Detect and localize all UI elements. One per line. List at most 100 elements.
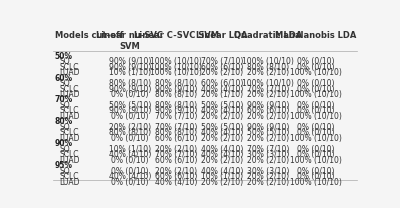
- Text: 100% (10/10): 100% (10/10): [150, 68, 202, 77]
- Text: 60% (6/10): 60% (6/10): [155, 134, 198, 143]
- Text: 100% (10/10): 100% (10/10): [290, 178, 342, 187]
- Text: 0% (0/10): 0% (0/10): [297, 106, 334, 115]
- Text: SQ: SQ: [59, 101, 70, 110]
- Text: 0% (0/10): 0% (0/10): [297, 172, 334, 181]
- Text: 100% (10/10): 100% (10/10): [242, 79, 294, 88]
- Text: 100% (10/10): 100% (10/10): [290, 134, 342, 143]
- Text: 20% (2/10): 20% (2/10): [155, 145, 197, 154]
- Text: 20% (2/10): 20% (2/10): [247, 134, 289, 143]
- Text: Linear LDA: Linear LDA: [196, 31, 248, 40]
- Text: 80% (8/10): 80% (8/10): [155, 101, 197, 110]
- Text: 20% (2/10): 20% (2/10): [201, 134, 243, 143]
- Text: 50% (5/10): 50% (5/10): [109, 101, 151, 110]
- Text: 0% (0/10): 0% (0/10): [111, 178, 148, 187]
- Text: SQ: SQ: [59, 167, 70, 176]
- Text: 20% (2/10): 20% (2/10): [247, 172, 289, 181]
- Text: 70%: 70%: [55, 95, 73, 104]
- Text: 80% (8/10): 80% (8/10): [247, 63, 289, 72]
- Text: SCLC: SCLC: [59, 63, 79, 72]
- Text: 20% (2/10): 20% (2/10): [109, 123, 151, 132]
- Text: 50% (5/10): 50% (5/10): [201, 101, 243, 110]
- Text: 0% (0/10): 0% (0/10): [297, 79, 334, 88]
- Text: 50% (5/10): 50% (5/10): [201, 123, 243, 132]
- Text: LUAD: LUAD: [59, 156, 80, 165]
- Text: SQ: SQ: [59, 79, 70, 88]
- Text: 20% (2/10): 20% (2/10): [247, 178, 289, 187]
- Text: 100% (10/10): 100% (10/10): [150, 57, 202, 66]
- Text: SCLC: SCLC: [59, 106, 79, 115]
- Text: 70% (7/10): 70% (7/10): [155, 150, 198, 159]
- Text: 50%: 50%: [55, 52, 73, 61]
- Text: 0% (0/10): 0% (0/10): [297, 167, 334, 176]
- Text: SCLC: SCLC: [59, 172, 79, 181]
- Text: 0% (0/10): 0% (0/10): [297, 84, 334, 94]
- Text: 60% (6/10): 60% (6/10): [155, 156, 198, 165]
- Text: 40% (4/10): 40% (4/10): [201, 106, 243, 115]
- Text: 100% (10/10): 100% (10/10): [150, 63, 202, 72]
- Text: SCLC: SCLC: [59, 128, 79, 137]
- Text: SQ: SQ: [59, 123, 70, 132]
- Text: 80% (8/10): 80% (8/10): [109, 128, 151, 137]
- Text: 60%: 60%: [55, 74, 73, 83]
- Text: 30% (3/10): 30% (3/10): [246, 150, 289, 159]
- Text: 90% (9/10): 90% (9/10): [246, 123, 289, 132]
- Text: SQ: SQ: [59, 145, 70, 154]
- Text: 50% (5/10): 50% (5/10): [246, 128, 289, 137]
- Text: 100% (10/10): 100% (10/10): [290, 90, 342, 99]
- Text: 40% (4/10): 40% (4/10): [201, 128, 243, 137]
- Text: 40% (4/10): 40% (4/10): [155, 178, 198, 187]
- Text: 0% (0/10): 0% (0/10): [111, 167, 148, 176]
- Text: 70% (7/10): 70% (7/10): [155, 123, 198, 132]
- Text: 90% (9/10): 90% (9/10): [246, 101, 289, 110]
- Text: 0% (0/10): 0% (0/10): [111, 156, 148, 165]
- Text: Quadratic LDA: Quadratic LDA: [234, 31, 302, 40]
- Text: 100% (10/10): 100% (10/10): [242, 57, 294, 66]
- Text: LUAD: LUAD: [59, 134, 80, 143]
- Text: 0% (0/10): 0% (0/10): [297, 63, 334, 72]
- Text: 80% (8/10): 80% (8/10): [155, 128, 197, 137]
- Text: 60% (6/10): 60% (6/10): [155, 172, 198, 181]
- Text: 20% (2/10): 20% (2/10): [201, 112, 243, 121]
- Text: 0% (0/10): 0% (0/10): [297, 101, 334, 110]
- Text: 80% (8/10): 80% (8/10): [155, 79, 197, 88]
- Text: 40% (4/10): 40% (4/10): [109, 172, 151, 181]
- Text: 20% (2/10): 20% (2/10): [201, 178, 243, 187]
- Text: 40% (4/10): 40% (4/10): [201, 150, 243, 159]
- Text: 10% (1/10): 10% (1/10): [109, 68, 151, 77]
- Text: Mahalanobis LDA: Mahalanobis LDA: [275, 31, 356, 40]
- Text: 60% (6/10): 60% (6/10): [246, 106, 289, 115]
- Text: LUAD: LUAD: [59, 178, 80, 187]
- Text: 0% (0/10): 0% (0/10): [297, 145, 334, 154]
- Text: 90% (9/10): 90% (9/10): [109, 106, 151, 115]
- Text: 70% (7/10): 70% (7/10): [246, 145, 289, 154]
- Text: 70% (7/10): 70% (7/10): [246, 84, 289, 94]
- Text: 90% (9/10): 90% (9/10): [155, 84, 198, 94]
- Text: 60% (6/10): 60% (6/10): [201, 79, 243, 88]
- Text: 95%: 95%: [55, 161, 73, 170]
- Text: 0% (0/10): 0% (0/10): [111, 134, 148, 143]
- Text: 0% (0/10): 0% (0/10): [297, 128, 334, 137]
- Text: 80% (8/10): 80% (8/10): [155, 90, 197, 99]
- Text: 0% (0/10): 0% (0/10): [111, 112, 148, 121]
- Text: 100% (10/10): 100% (10/10): [290, 68, 342, 77]
- Text: 20% (2/10): 20% (2/10): [247, 112, 289, 121]
- Text: 20% (2/10): 20% (2/10): [201, 68, 243, 77]
- Text: 20% (2/10): 20% (2/10): [247, 68, 289, 77]
- Text: SQ: SQ: [59, 57, 70, 66]
- Text: 40% (4/10): 40% (4/10): [201, 145, 243, 154]
- Text: 90% (9/10): 90% (9/10): [109, 57, 151, 66]
- Text: LUAD: LUAD: [59, 112, 80, 121]
- Text: 100% (10/10): 100% (10/10): [290, 112, 342, 121]
- Text: Models cut-off: Models cut-off: [55, 31, 123, 40]
- Text: 70% (7/10): 70% (7/10): [155, 112, 198, 121]
- Text: Linear nu-SVC
SVM: Linear nu-SVC SVM: [96, 31, 163, 51]
- Text: 20% (2/10): 20% (2/10): [247, 156, 289, 165]
- Text: 0% (0/10): 0% (0/10): [297, 150, 334, 159]
- Text: 40% (4/10): 40% (4/10): [201, 84, 243, 94]
- Text: 100% (10/10): 100% (10/10): [290, 156, 342, 165]
- Text: 10% (1/10): 10% (1/10): [201, 172, 243, 181]
- Text: LUAD: LUAD: [59, 90, 80, 99]
- Text: 60% (6/10): 60% (6/10): [201, 63, 243, 72]
- Text: 0% (0/10): 0% (0/10): [297, 57, 334, 66]
- Text: 90%: 90%: [55, 139, 73, 148]
